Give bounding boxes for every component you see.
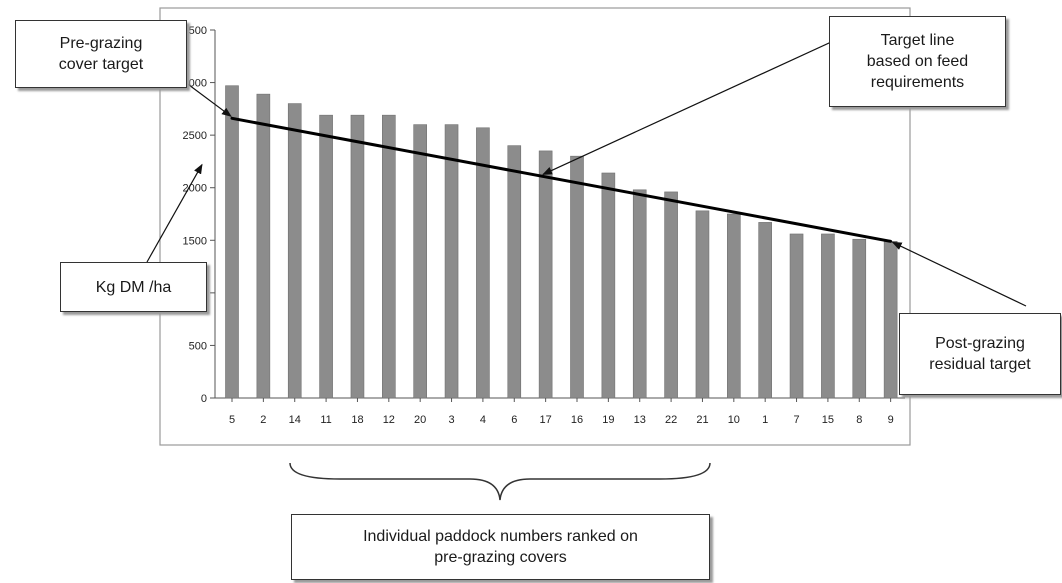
bar	[444, 124, 459, 399]
kg-dm-label: Kg DM /ha	[95, 278, 172, 296]
x-tick-label: 7	[793, 414, 799, 426]
x-tick-label: 17	[540, 414, 552, 426]
paddock-numbers-line-2: pre-grazing covers	[434, 549, 567, 566]
bar	[664, 191, 678, 399]
x-tick-label: 15	[822, 414, 834, 426]
y-tick-label: 2500	[183, 130, 207, 142]
target-line-line-1: Target line	[880, 32, 955, 49]
x-tick-label: 3	[448, 414, 454, 426]
bar	[382, 114, 396, 399]
x-tick-label: 12	[383, 414, 395, 426]
y-tick-label: 1500	[183, 235, 207, 247]
pre-grazing-line-2: cover target	[58, 56, 144, 73]
target-line-arrow	[542, 25, 867, 175]
bar	[350, 114, 365, 399]
bar	[883, 241, 898, 399]
target-line-line-3: requirements	[870, 74, 965, 91]
bar	[601, 172, 616, 399]
x-tick-label: 8	[856, 414, 862, 426]
paddock-brace	[289, 462, 711, 501]
x-tick-label: 21	[696, 414, 708, 426]
y-tick-label: 2000	[183, 183, 207, 195]
x-tick-label: 19	[602, 414, 614, 426]
x-tick-label: 9	[888, 414, 894, 426]
bar	[507, 145, 522, 399]
paddock-numbers-callout: Individual paddock numbers ranked on pre…	[291, 514, 710, 580]
bar	[632, 189, 647, 399]
x-tick-label: 11	[320, 414, 331, 426]
bar	[695, 210, 710, 399]
x-tick-label: 5	[229, 414, 235, 426]
bar	[821, 233, 835, 399]
bar	[256, 93, 271, 399]
paddock-numbers-line-1: Individual paddock numbers ranked on	[363, 528, 638, 545]
x-tick-label: 4	[480, 414, 486, 426]
target-line-line-2: based on feed	[866, 53, 969, 70]
bar	[727, 213, 741, 399]
x-tick-label: 22	[665, 414, 677, 426]
pre-grazing-line-1: Pre-grazing	[59, 35, 143, 52]
chart-frame	[159, 7, 911, 446]
bar	[476, 127, 490, 399]
bar	[287, 103, 302, 399]
x-tick-label: 2	[260, 414, 266, 426]
x-tick-label: 13	[634, 414, 646, 426]
post-grazing-line-1: Post-grazing	[935, 335, 1025, 352]
bar	[225, 85, 239, 399]
pre-grazing-callout: Pre-grazing cover target	[15, 20, 187, 88]
x-tick-label: 16	[571, 414, 583, 426]
y-tick-label: 500	[189, 340, 207, 352]
post-grazing-callout: Post-grazing residual target	[899, 313, 1061, 395]
post-grazing-arrow	[891, 241, 1027, 307]
pre-grazing-arrow	[184, 81, 232, 117]
bar	[319, 114, 333, 399]
bar	[538, 150, 553, 399]
kg-dm-callout: Kg DM /ha	[60, 262, 207, 312]
post-grazing-line-2: residual target	[929, 356, 1031, 373]
x-tick-label: 6	[511, 414, 517, 426]
y-tick-label: 500	[189, 25, 207, 37]
y-tick-label: 0	[201, 393, 207, 405]
bar	[413, 124, 427, 399]
kg-dm-arrow	[146, 163, 203, 263]
x-tick-label: 14	[289, 414, 301, 426]
bar	[570, 155, 584, 399]
x-tick-label: 20	[414, 414, 426, 426]
x-tick-label: 10	[728, 414, 740, 426]
target-line-callout: Target line based on feed requirements	[829, 16, 1006, 107]
y-tick-label: 000	[189, 78, 207, 90]
target-line	[230, 116, 893, 243]
bar	[758, 222, 772, 399]
x-tick-label: 18	[351, 414, 363, 426]
bar	[789, 233, 804, 399]
bar	[852, 238, 867, 399]
x-tick-label: 1	[762, 414, 768, 426]
